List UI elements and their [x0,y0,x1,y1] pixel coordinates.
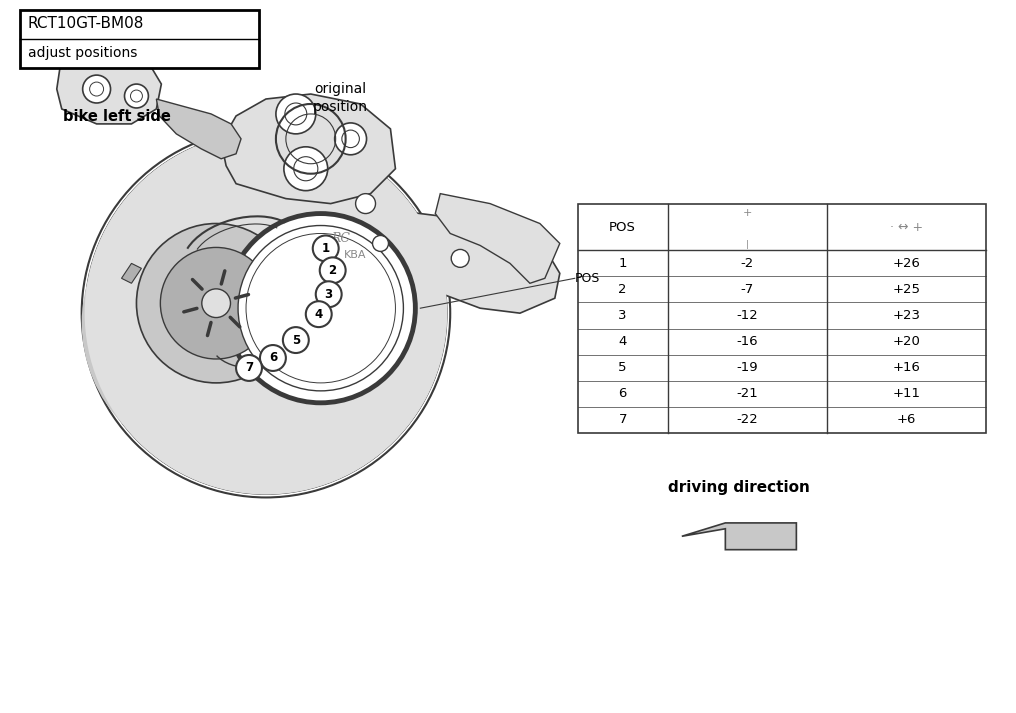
Text: +20: +20 [892,335,920,348]
Circle shape [236,355,262,381]
Text: RCT10GT-BM08: RCT10GT-BM08 [27,16,144,31]
Circle shape [260,345,285,371]
Polygon shape [682,523,797,550]
Text: 7: 7 [619,413,627,426]
Text: driving direction: driving direction [669,481,810,496]
Circle shape [246,233,395,383]
Text: RC: RC [330,232,350,245]
Text: -2: -2 [741,257,754,270]
Circle shape [451,250,469,267]
Circle shape [161,247,272,359]
Text: 7: 7 [245,361,253,374]
Text: 4: 4 [619,335,627,348]
Polygon shape [122,263,141,283]
Text: +23: +23 [892,309,920,322]
Text: bike left side: bike left side [63,109,171,124]
Text: 6: 6 [269,352,277,364]
Circle shape [238,225,403,391]
Text: 3: 3 [325,288,333,301]
Text: original
position: original position [313,81,368,114]
Polygon shape [376,209,560,313]
Text: -7: -7 [741,283,754,296]
Circle shape [316,282,341,307]
Circle shape [84,132,447,494]
Text: +26: +26 [892,257,920,270]
Text: 1: 1 [322,242,330,255]
Text: +6: +6 [897,413,916,426]
Circle shape [373,235,388,252]
Text: 3: 3 [619,309,627,322]
Text: KBA: KBA [343,250,366,260]
Circle shape [136,223,296,383]
Text: 4: 4 [315,308,323,321]
Circle shape [84,132,447,494]
Text: 2: 2 [619,283,627,296]
Text: -21: -21 [737,387,758,400]
Text: |: | [746,240,749,250]
Text: 5: 5 [619,361,627,374]
Text: 5: 5 [292,334,300,347]
Circle shape [82,75,111,103]
Circle shape [276,94,316,134]
Polygon shape [435,194,560,283]
Text: -19: -19 [737,361,758,374]
Polygon shape [221,94,395,204]
Circle shape [202,289,231,317]
Circle shape [334,123,367,155]
Text: +16: +16 [892,361,920,374]
Circle shape [313,235,338,262]
Text: 1: 1 [619,257,627,270]
Text: POS: POS [575,272,600,284]
Text: 2: 2 [328,264,336,277]
Circle shape [227,214,416,403]
Polygon shape [156,99,241,159]
Bar [20,11,259,68]
Circle shape [125,84,148,108]
Text: +11: +11 [892,387,920,400]
Text: +: + [743,208,752,218]
Text: -12: -12 [737,309,758,322]
Text: · ↔ +: · ↔ + [890,220,924,233]
Circle shape [320,257,345,283]
Circle shape [81,179,371,468]
Circle shape [283,147,328,190]
Text: -16: -16 [737,335,758,348]
Circle shape [282,327,309,353]
Text: adjust positions: adjust positions [27,46,137,59]
Circle shape [306,301,331,327]
Text: 6: 6 [619,387,627,400]
Circle shape [356,194,376,214]
Polygon shape [57,49,162,124]
Text: +25: +25 [892,283,920,296]
Bar [578,204,987,433]
Text: -22: -22 [737,413,758,426]
Text: POS: POS [610,220,636,233]
